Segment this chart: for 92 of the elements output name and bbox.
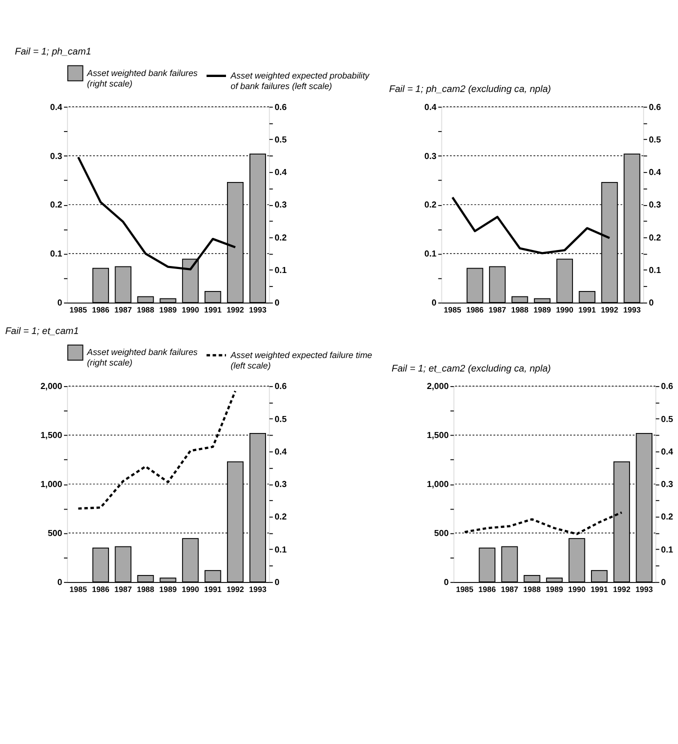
y2-tick-label: 0.3: [661, 479, 674, 490]
y2-tick-label: 0.6: [661, 381, 674, 392]
x-tick-label: 1986: [466, 306, 484, 315]
y2-tick-label: 0.1: [274, 265, 287, 275]
y2-tick-label: 0.5: [274, 414, 287, 424]
x-tick-label: 1992: [613, 584, 632, 594]
y2-tick-label: 0.2: [648, 232, 662, 242]
x-tick-label: 1985: [456, 584, 474, 594]
y-tick-label: 0: [57, 298, 62, 308]
y2-tick-label: 0: [648, 298, 654, 308]
x-tick-label: 1990: [182, 584, 200, 594]
y2-tick-label: 0: [274, 298, 280, 308]
y2-tick-label: 0.1: [274, 544, 287, 554]
x-tick-label: 1987: [488, 306, 507, 315]
y2-tick-label: 0.4: [274, 167, 287, 178]
x-tick-label: 1993: [249, 306, 268, 315]
y-tick-label: 500: [434, 528, 449, 538]
x-tick-label: 1988: [511, 306, 530, 315]
y-tick-label: 0: [57, 577, 62, 588]
y2-tick-label: 0: [661, 577, 666, 588]
x-tick-label: 1986: [92, 306, 110, 315]
x-tick-label: 1992: [226, 306, 245, 315]
x-tick-label: 1993: [249, 584, 268, 594]
x-tick-label: 1989: [534, 306, 552, 315]
x-tick-label: 1985: [70, 306, 88, 315]
y-tick-label: 0.4: [50, 102, 62, 112]
y2-tick-label: 0.4: [648, 167, 662, 178]
y2-tick-label: 0.6: [274, 381, 287, 392]
y2-tick-label: 0.1: [648, 265, 662, 275]
y2-tick-label: 0.1: [661, 544, 674, 554]
chart-title: Fail = 1; ph_cam1: [14, 46, 92, 58]
y-tick-label: 0: [444, 577, 449, 588]
y2-tick-label: 0.4: [274, 446, 287, 456]
x-tick-label: 1989: [546, 584, 564, 594]
y2-tick-label: 0.5: [661, 414, 674, 424]
x-tick-label: 1988: [136, 306, 155, 315]
x-tick-label: 1990: [568, 584, 586, 594]
legend-label: Asset weighted bank failures (right scale): [86, 68, 198, 88]
x-tick-label: 1992: [600, 306, 619, 315]
y-tick-label: 0.3: [50, 150, 62, 161]
y-tick-label: 0.2: [424, 200, 437, 210]
y-tick-label: 500: [48, 528, 62, 538]
y-tick-label: 0.4: [424, 102, 437, 112]
x-tick-label: 1989: [159, 584, 178, 594]
y-tick-label: 0.3: [424, 150, 437, 161]
y2-tick-label: 0.6: [274, 102, 287, 112]
y-tick-label: 0: [432, 298, 437, 308]
legend-label: Asset weighted expected probability of bank failures (left scale): [230, 70, 370, 91]
x-tick-label: 1986: [478, 584, 496, 594]
x-tick-label: 1988: [136, 584, 155, 594]
x-tick-label: 1987: [114, 584, 132, 594]
y2-tick-label: 0.2: [661, 512, 674, 522]
legend-label: Asset weighted expected failure time (left scale): [230, 350, 372, 370]
x-tick-label: 1993: [623, 306, 642, 315]
y2-tick-label: 0.3: [274, 479, 287, 490]
x-tick-label: 1991: [204, 584, 222, 594]
x-tick-label: 1985: [444, 306, 462, 315]
y-tick-label: 2,000: [426, 381, 449, 392]
x-tick-label: 1991: [578, 306, 596, 315]
legend-label: Asset weighted bank failures (right scale): [86, 347, 198, 368]
y2-tick-label: 0.3: [648, 200, 662, 210]
x-tick-label: 1985: [70, 584, 88, 594]
chart-title: Fail = 1; et_cam1: [5, 326, 79, 337]
chart-title: Fail = 1; et_cam2 (excluding ca, npla): [392, 363, 551, 374]
y2-tick-label: 0.2: [274, 512, 287, 522]
x-tick-label: 1992: [226, 584, 245, 594]
x-tick-label: 1990: [556, 306, 574, 315]
x-tick-label: 1987: [500, 584, 519, 594]
y-tick-label: 1,000: [426, 479, 449, 490]
y-tick-label: 1,000: [40, 479, 62, 490]
y2-tick-label: 0.3: [274, 200, 287, 210]
y-tick-label: 1,500: [40, 430, 62, 440]
y2-tick-label: 0.6: [648, 102, 662, 112]
x-tick-label: 1990: [182, 306, 200, 315]
x-tick-label: 1993: [635, 584, 654, 594]
y2-tick-label: 0.2: [274, 232, 287, 242]
y-tick-label: 1,500: [426, 430, 449, 440]
y-tick-label: 0.2: [50, 200, 62, 210]
y2-tick-label: 0.4: [661, 446, 674, 456]
chart-title: Fail = 1; ph_cam2 (excluding ca, npla): [389, 84, 551, 95]
y-tick-label: 2,000: [40, 381, 62, 392]
y2-tick-label: 0.5: [648, 134, 662, 144]
x-tick-label: 1991: [590, 584, 609, 594]
y2-tick-label: 0.5: [274, 134, 287, 144]
y2-tick-label: 0: [274, 577, 280, 588]
x-tick-label: 1991: [204, 306, 222, 315]
y-tick-label: 0.1: [50, 248, 62, 259]
x-tick-label: 1989: [159, 306, 178, 315]
y-tick-label: 0.1: [424, 248, 437, 259]
x-tick-label: 1987: [114, 306, 132, 315]
x-tick-label: 1988: [523, 584, 542, 594]
x-tick-label: 1986: [92, 584, 110, 594]
